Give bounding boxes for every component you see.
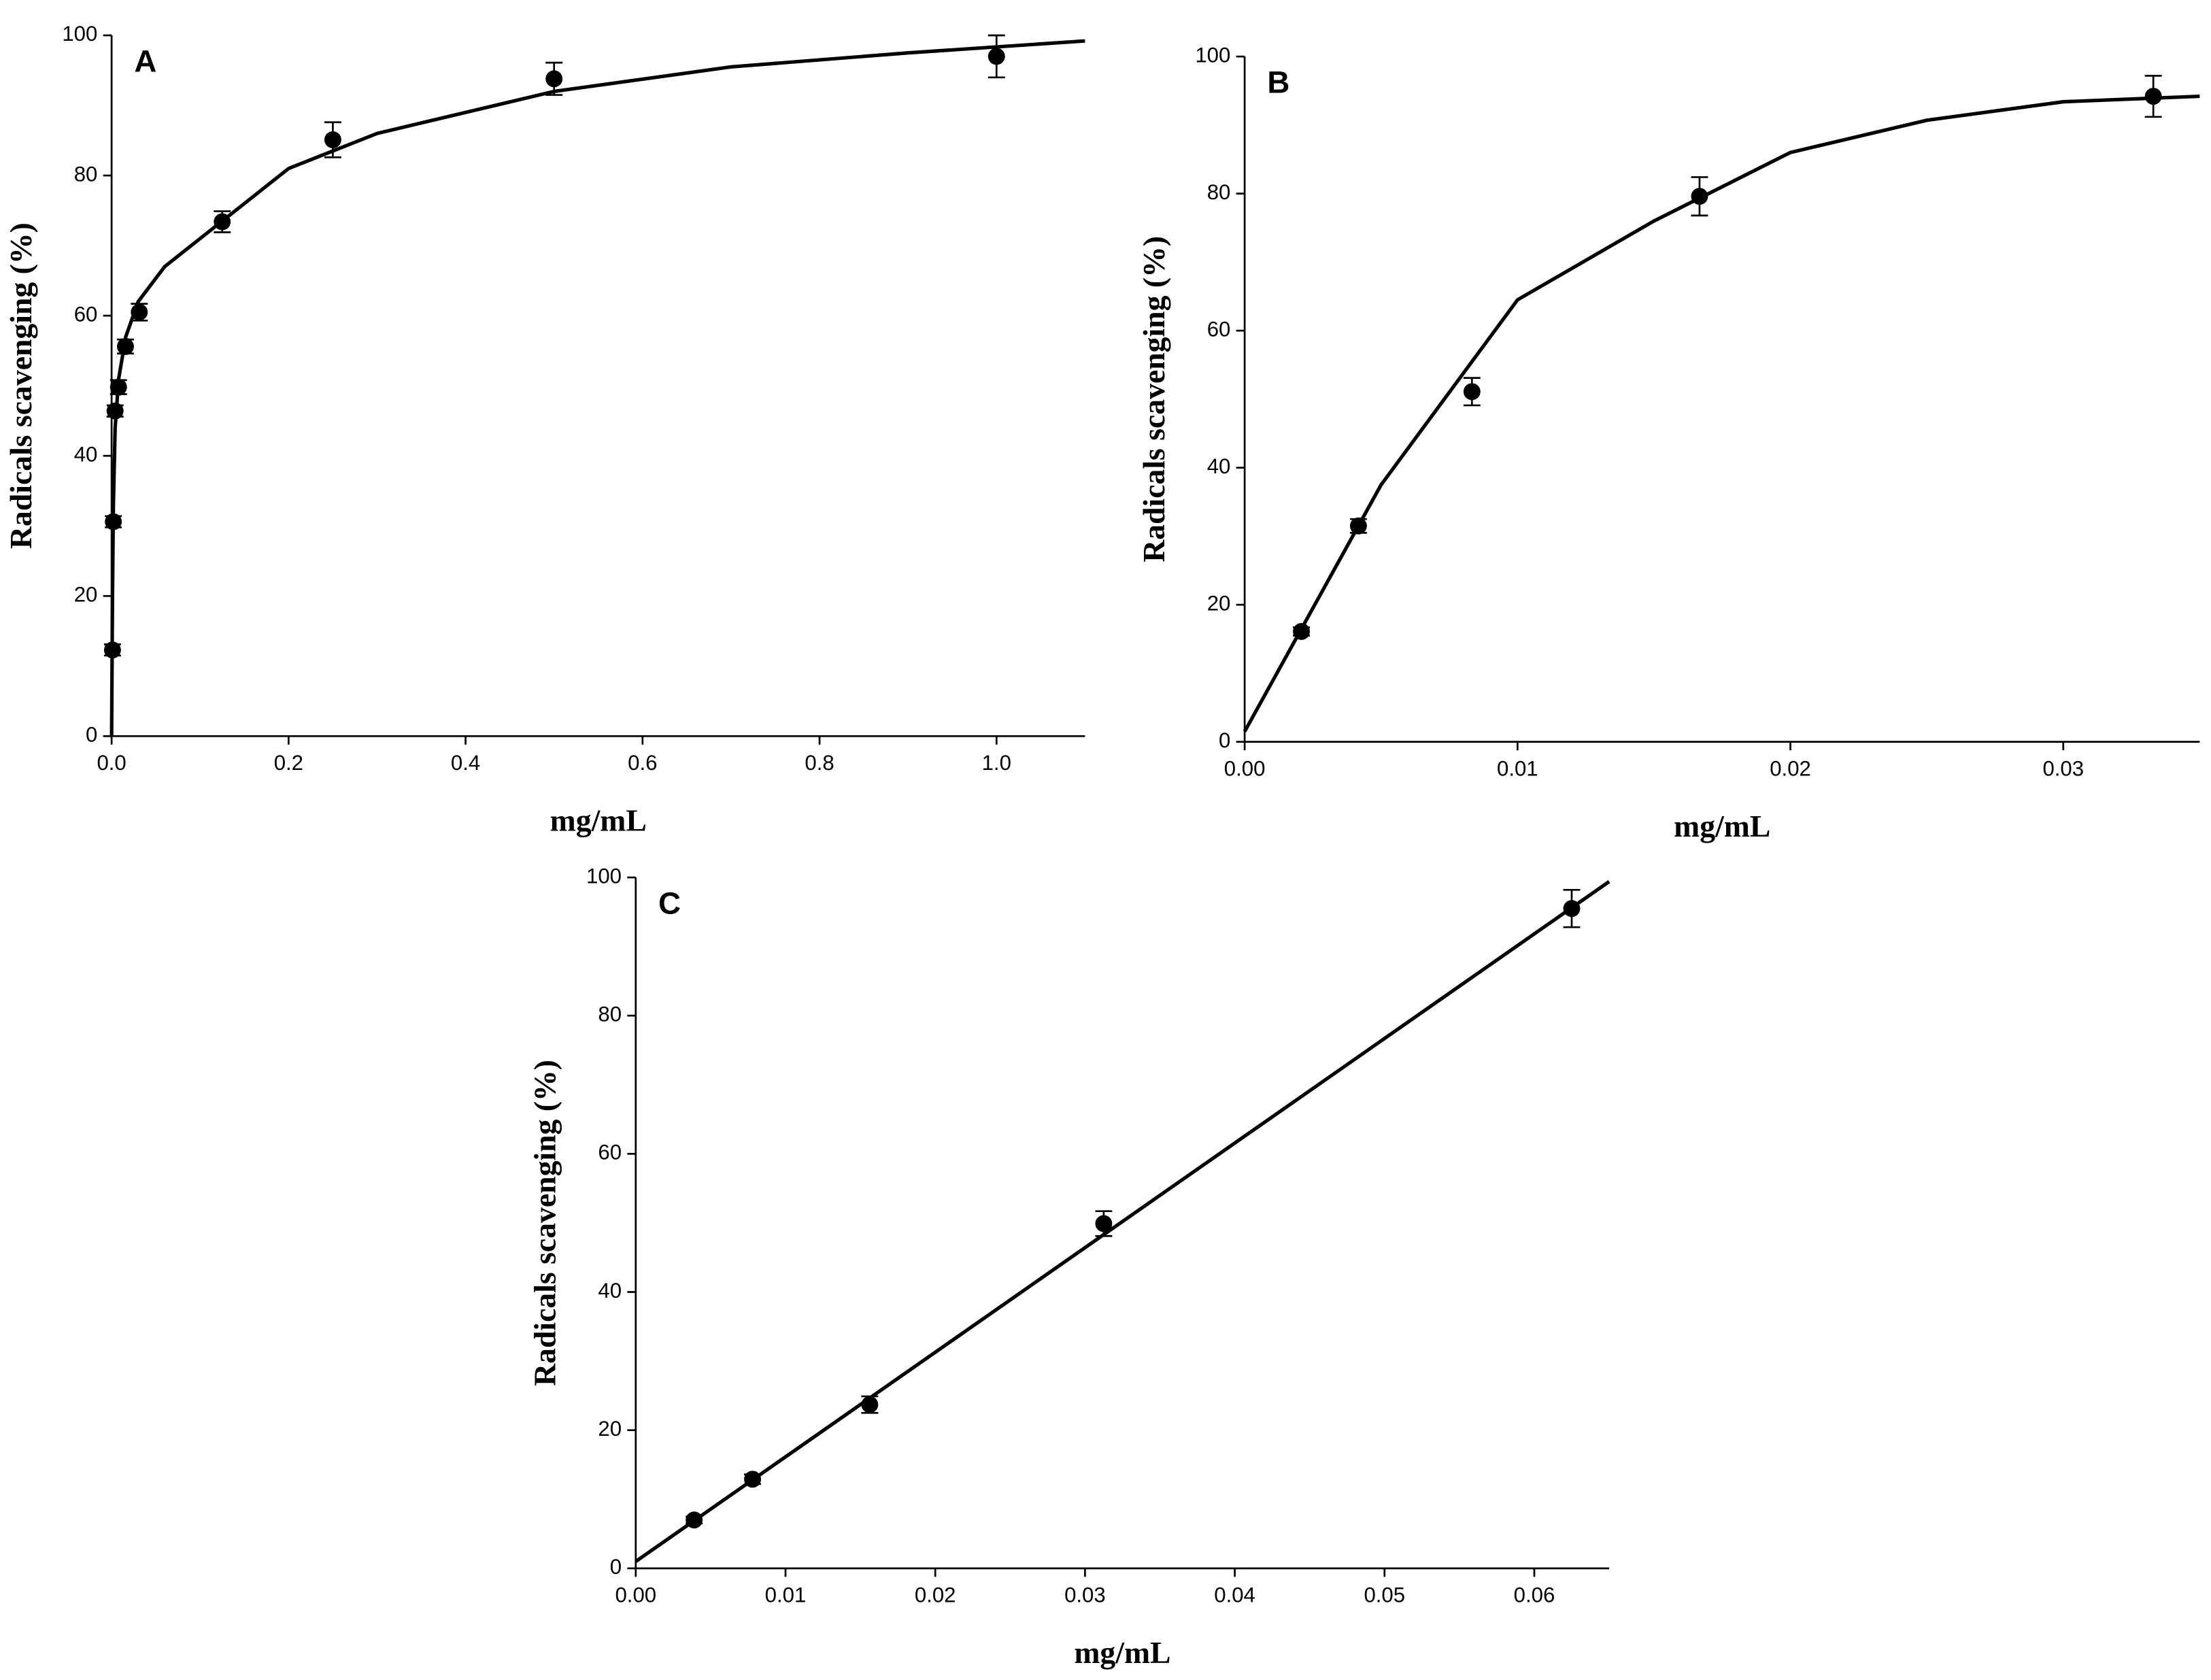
y-tick-label: 100 — [586, 864, 622, 888]
data-point — [214, 213, 231, 231]
x-tick-label: 1.0 — [982, 751, 1011, 775]
y-tick-label: 20 — [598, 1417, 622, 1441]
y-tick-label: 100 — [62, 22, 97, 46]
x-tick-label: 0.03 — [2042, 756, 2084, 780]
y-tick-label: 100 — [1195, 43, 1230, 67]
data-point — [2144, 88, 2162, 105]
data-point — [103, 641, 121, 659]
panel-label: B — [1267, 65, 1289, 100]
data-point — [1691, 188, 1708, 205]
data-point — [686, 1511, 703, 1529]
x-tick-label: 0.4 — [451, 751, 480, 775]
y-tick-label: 60 — [74, 302, 98, 326]
y-tick-label: 40 — [598, 1279, 622, 1303]
y-tick-label: 80 — [1207, 180, 1231, 204]
y-tick-label: 80 — [74, 162, 98, 186]
x-tick-label: 0.00 — [1224, 756, 1266, 780]
x-tick-label: 0.0 — [97, 751, 126, 775]
x-tick-label: 0.8 — [805, 751, 834, 775]
y-axis-label: Radicals scavenging (%) — [527, 1060, 562, 1386]
x-tick-label: 0.01 — [1497, 756, 1538, 780]
data-point — [988, 48, 1005, 65]
data-point — [116, 337, 134, 355]
y-tick-label: 20 — [74, 582, 98, 606]
x-tick-label: 0.03 — [1064, 1583, 1106, 1607]
x-tick-label: 0.2 — [274, 751, 303, 775]
data-point — [545, 70, 563, 88]
data-point — [1293, 622, 1311, 640]
data-point — [109, 378, 127, 396]
y-tick-label: 20 — [1207, 591, 1231, 615]
fit-line — [109, 39, 1085, 737]
fit-line — [635, 880, 1610, 1563]
y-tick-label: 0 — [610, 1555, 622, 1579]
data-point — [131, 303, 148, 321]
x-tick-label: 0.06 — [1514, 1583, 1555, 1607]
y-tick-label: 40 — [74, 442, 98, 466]
x-axis-label: mg/mL — [1074, 1635, 1170, 1670]
y-tick-label: 0 — [1219, 728, 1230, 752]
data-point — [106, 402, 124, 420]
data-point — [861, 1396, 879, 1413]
data-point — [1563, 900, 1581, 918]
x-axis-label: mg/mL — [550, 803, 647, 838]
y-axis-label: Radicals scavenging (%) — [1136, 236, 1171, 562]
x-tick-label: 0.04 — [1214, 1583, 1255, 1607]
y-tick-label: 80 — [598, 1002, 622, 1026]
x-tick-label: 0.01 — [765, 1583, 807, 1607]
x-tick-label: 0.02 — [1770, 756, 1811, 780]
y-tick-label: 60 — [598, 1141, 622, 1164]
data-point — [1095, 1215, 1113, 1232]
fit-line — [1243, 94, 2200, 733]
data-point — [105, 513, 122, 531]
panel-label: A — [134, 44, 156, 79]
data-point — [1463, 383, 1481, 401]
y-tick-label: 60 — [1207, 317, 1231, 341]
y-tick-label: 0 — [86, 723, 97, 747]
panel-label: C — [658, 886, 681, 921]
data-point — [744, 1471, 762, 1488]
x-axis-label: mg/mL — [1674, 809, 1770, 843]
x-tick-label: 0.02 — [915, 1583, 956, 1607]
data-point — [324, 131, 341, 148]
x-tick-label: 0.05 — [1364, 1583, 1405, 1607]
x-tick-label: 0.00 — [615, 1583, 656, 1607]
y-tick-label: 40 — [1207, 454, 1231, 478]
data-point — [1349, 517, 1367, 535]
x-tick-label: 0.6 — [628, 751, 657, 775]
y-axis-label: Radicals scavenging (%) — [3, 222, 38, 549]
